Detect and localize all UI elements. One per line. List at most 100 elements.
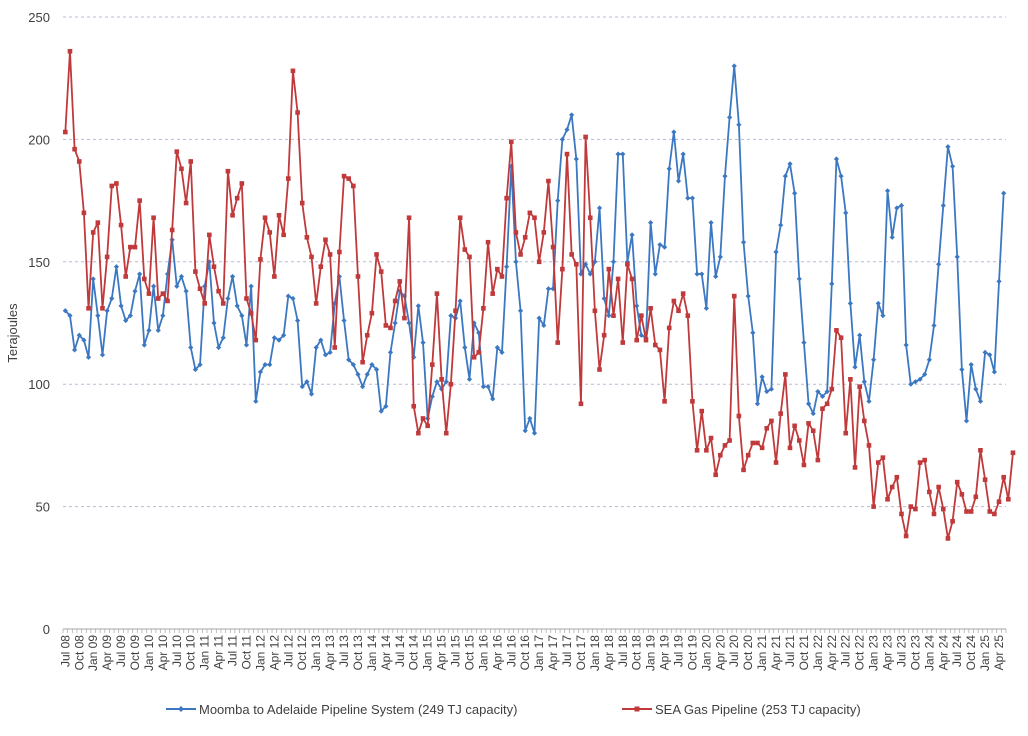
data-point: [374, 252, 379, 257]
data-point: [982, 477, 988, 482]
x-tick-label: Oct 11: [239, 635, 253, 670]
data-point: [806, 421, 811, 426]
data-point: [587, 215, 593, 221]
data-point: [406, 215, 412, 221]
data-point: [592, 308, 598, 314]
data-point: [778, 222, 784, 228]
data-point: [959, 366, 965, 373]
data-point: [978, 447, 983, 453]
data-point: [272, 274, 277, 279]
data-point: [90, 230, 96, 235]
data-point: [504, 195, 509, 201]
data-point: [448, 381, 454, 387]
data-point: [866, 443, 872, 448]
data-point: [977, 398, 984, 404]
data-point: [392, 298, 398, 304]
data-point: [847, 300, 853, 307]
data-point: [611, 313, 616, 318]
data-point: [685, 313, 691, 318]
data-point: [606, 266, 612, 272]
data-point: [216, 288, 221, 294]
data-point: [72, 146, 77, 152]
data-point: [875, 300, 881, 307]
data-point: [796, 276, 802, 282]
data-point: [536, 259, 542, 265]
data-point: [383, 403, 389, 409]
data-point: [852, 364, 858, 370]
data-point: [299, 200, 305, 206]
data-point: [796, 438, 802, 443]
x-tick-label: Jul 19: [672, 635, 686, 667]
x-tick-label: Jan 10: [142, 635, 156, 671]
data-point: [862, 418, 867, 424]
data-point: [178, 273, 185, 280]
data-point: [453, 308, 458, 314]
x-tick-label: Oct 19: [685, 635, 699, 671]
data-point: [299, 384, 305, 390]
data-point: [829, 281, 835, 287]
data-point: [657, 347, 663, 353]
data-point: [889, 484, 895, 490]
legend-item-1: Moomba to Adelaide Pipeline System (249 …: [166, 702, 517, 717]
data-point: [569, 112, 575, 118]
data-point: [560, 266, 565, 272]
data-point: [564, 151, 570, 157]
data-point: [262, 215, 268, 221]
data-point: [615, 276, 621, 282]
data-point: [276, 337, 282, 343]
data-point: [258, 257, 263, 262]
data-point: [439, 377, 444, 382]
data-point: [936, 261, 942, 267]
data-point: [276, 212, 282, 218]
data-point: [750, 330, 756, 336]
x-tick-label: Apr 09: [100, 635, 114, 671]
data-point: [666, 166, 672, 172]
data-point: [434, 291, 440, 296]
data-point: [722, 443, 728, 448]
data-point: [197, 362, 203, 368]
data-point: [949, 163, 956, 169]
data-point: [606, 313, 612, 319]
data-point: [615, 151, 621, 157]
data-point: [392, 320, 398, 326]
data-point: [67, 48, 73, 54]
data-point: [490, 291, 495, 296]
data-point: [517, 308, 524, 314]
data-point: [610, 259, 617, 265]
data-point: [485, 384, 491, 390]
x-tick-label: Apr 23: [881, 635, 895, 671]
x-tick-label: Apr 22: [825, 635, 839, 671]
data-point: [304, 379, 310, 385]
data-point: [703, 305, 709, 311]
data-point: [638, 332, 644, 338]
x-tick-label: Oct 15: [462, 635, 476, 671]
data-point: [912, 379, 919, 385]
data-point: [81, 210, 87, 216]
data-point: [745, 293, 751, 299]
data-point: [713, 273, 719, 280]
data-point: [894, 205, 900, 211]
x-tick-label: Apr 12: [267, 635, 281, 671]
x-tick-label: Apr 11: [212, 635, 226, 670]
data-point: [671, 298, 677, 304]
x-tick-label: Jul 15: [449, 635, 463, 667]
data-point: [773, 249, 779, 255]
data-point: [963, 418, 970, 424]
x-tick-label: Jul 18: [616, 635, 630, 667]
data-point: [234, 303, 240, 309]
data-point: [620, 151, 626, 157]
data-point: [76, 159, 82, 164]
data-point: [188, 344, 194, 351]
data-point: [322, 352, 329, 358]
data-point: [318, 337, 324, 343]
data-point: [736, 122, 742, 128]
data-point: [917, 376, 923, 382]
x-tick-label: Apr 13: [323, 635, 337, 671]
data-point: [898, 202, 905, 209]
x-tick-label: Jan 13: [309, 635, 323, 671]
data-point: [160, 313, 166, 319]
data-point: [99, 352, 106, 358]
data-point: [880, 313, 886, 319]
data-point: [652, 271, 658, 277]
x-tick-label: Jan 18: [588, 635, 602, 671]
